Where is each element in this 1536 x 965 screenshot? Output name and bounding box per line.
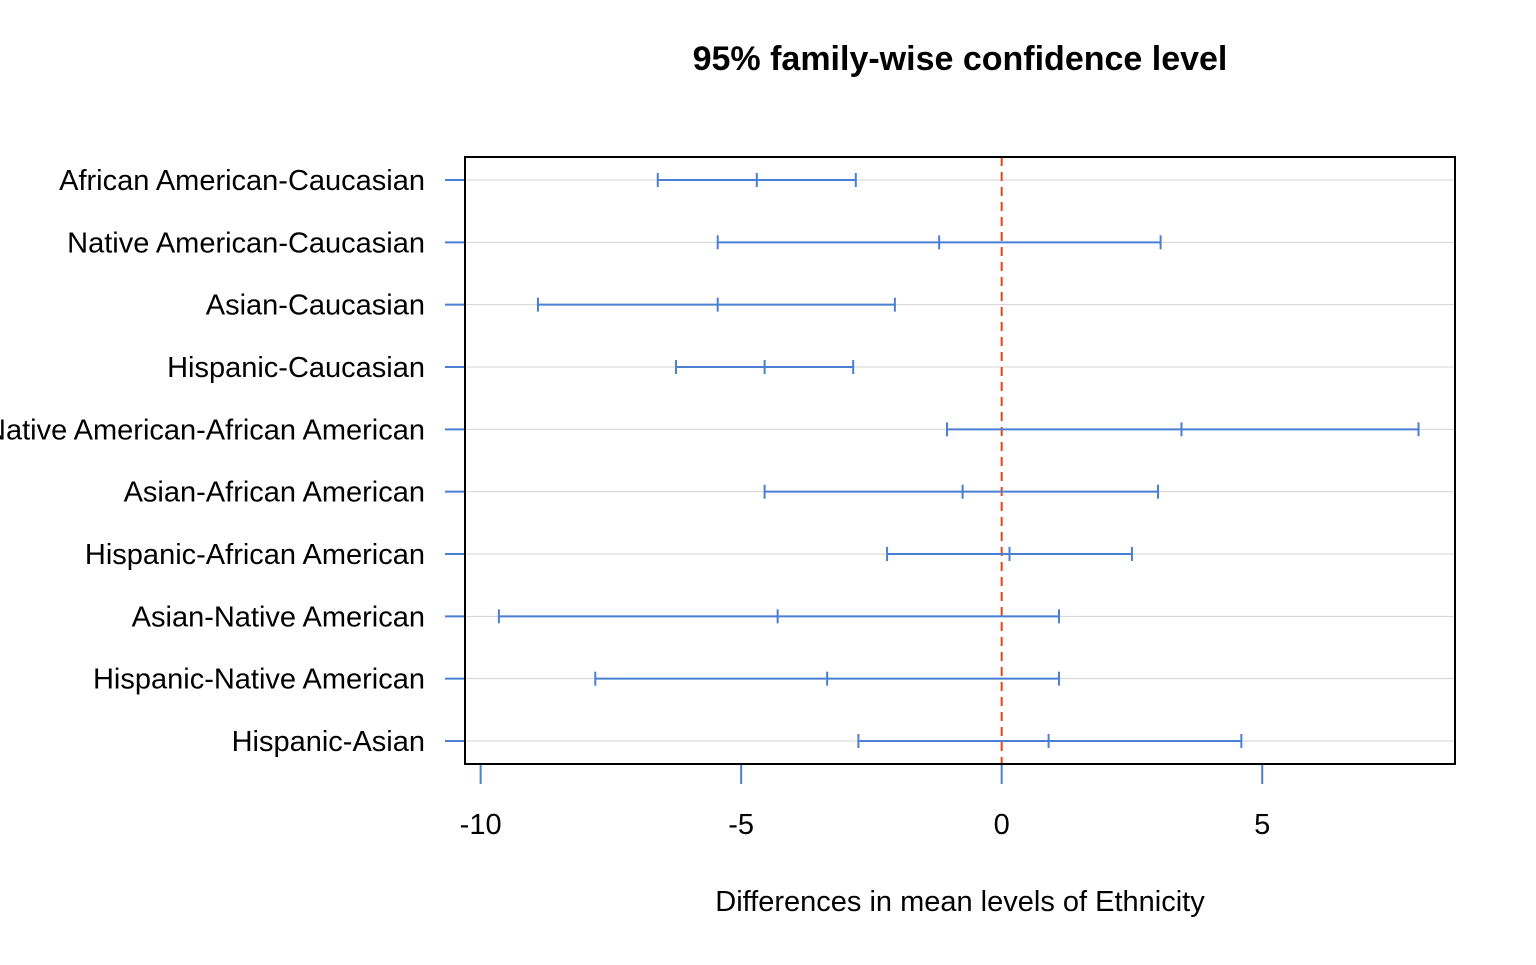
y-tick-label: Native American-Caucasian — [67, 227, 425, 259]
y-tick-label: Hispanic-Caucasian — [167, 352, 425, 384]
x-tick-label: 5 — [1254, 809, 1270, 841]
interval-hispanic-african-american — [886, 547, 1133, 561]
y-tick-label: Asian-Caucasian — [206, 290, 425, 322]
y-tick-label: Native American-African American — [0, 414, 425, 446]
x-axis-label: Differences in mean levels of Ethnicity — [715, 886, 1205, 918]
y-tick-label: Hispanic-African American — [85, 539, 425, 571]
plot-frame — [464, 156, 1456, 765]
y-tick-label: Hispanic-Native American — [93, 664, 425, 696]
confidence-intervals — [497, 173, 1420, 748]
y-tick-label: Asian-African American — [124, 477, 425, 509]
x-tick-label: -5 — [728, 809, 754, 841]
grid-lines — [465, 179, 1455, 742]
y-tick-label: Asian-Native American — [132, 601, 425, 633]
interval-asian-native-american — [497, 609, 1060, 624]
interval-hispanic-native-american — [594, 671, 1060, 686]
interval-hispanic-asian — [857, 734, 1243, 748]
x-tick-label: 0 — [994, 809, 1010, 841]
y-tick-label: African American-Caucasian — [59, 165, 425, 197]
x-axis: -10 -5 0 5 — [460, 764, 1270, 841]
interval-asian-caucasian — [536, 297, 896, 312]
interval-hispanic-caucasian — [675, 360, 855, 374]
interval-native-american-caucasian — [716, 235, 1162, 250]
chart-title: 95% family-wise confidence level — [693, 40, 1228, 78]
y-axis: African American-Caucasian Native America… — [0, 165, 465, 758]
x-tick-label: -10 — [460, 809, 502, 841]
y-tick-label: Hispanic-Asian — [232, 726, 425, 758]
interval-african-american-caucasian — [656, 173, 857, 187]
interval-asian-african-american — [763, 484, 1159, 499]
interval-native-american-african-american — [945, 422, 1420, 437]
